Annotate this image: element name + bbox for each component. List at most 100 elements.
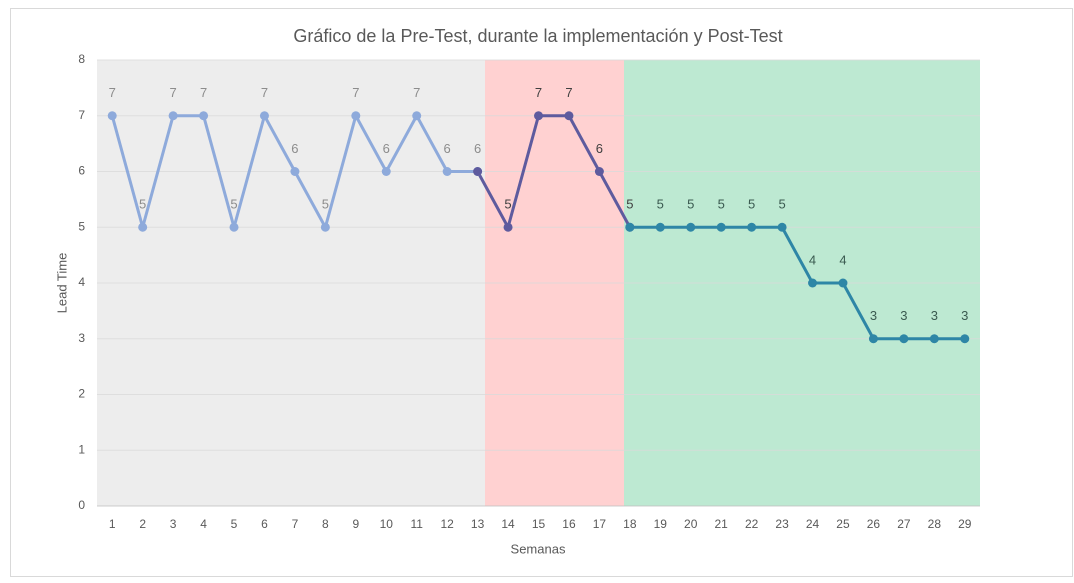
data-point [808, 278, 818, 288]
x-tick-label: 11 [410, 517, 423, 531]
data-label: 7 [352, 85, 359, 100]
data-label: 5 [778, 197, 785, 212]
y-axis-label: Lead Time [54, 253, 69, 314]
data-label: 5 [626, 197, 633, 212]
x-axis-label: Semanas [511, 541, 566, 556]
x-tick-label: 12 [440, 517, 454, 531]
data-label: 5 [139, 197, 146, 212]
x-tick-label: 3 [170, 517, 177, 531]
x-tick-label: 29 [958, 517, 972, 531]
x-tick-label: 21 [715, 517, 729, 531]
data-point [320, 222, 330, 232]
x-tick-label: 15 [532, 517, 546, 531]
data-point [351, 111, 361, 121]
y-tick-label: 0 [78, 498, 85, 512]
data-label: 7 [109, 85, 116, 100]
data-point [868, 334, 878, 344]
data-point [594, 167, 604, 176]
data-label: 4 [809, 252, 816, 267]
series-line [629, 225, 965, 341]
data-point [655, 222, 665, 232]
x-tick-label: 24 [806, 517, 820, 531]
y-tick-label: 1 [78, 442, 85, 456]
x-tick-label: 1 [109, 517, 116, 531]
data-point [747, 222, 757, 232]
data-label: 6 [291, 141, 298, 156]
y-tick-label: 3 [78, 331, 85, 345]
data-label: 7 [261, 85, 268, 100]
data-point [625, 222, 635, 232]
y-tick-label: 7 [78, 108, 85, 122]
data-label: 3 [931, 308, 938, 323]
data-point [564, 111, 574, 121]
data-point [503, 222, 513, 232]
x-tick-label: 9 [352, 517, 359, 531]
data-point [138, 222, 148, 232]
data-point [229, 222, 239, 232]
data-label: 5 [230, 197, 237, 212]
x-tick-label: 18 [623, 517, 637, 531]
data-point [534, 111, 543, 121]
x-tick-label: 17 [593, 517, 607, 531]
x-tick-label: 16 [562, 517, 576, 531]
data-point [473, 167, 483, 176]
x-tick-label: 13 [471, 517, 485, 531]
data-point [381, 167, 391, 176]
data-point [929, 334, 939, 344]
data-point [259, 111, 269, 121]
data-point [777, 222, 787, 232]
data-point [899, 334, 909, 344]
data-point [168, 111, 178, 121]
data-label: 5 [718, 197, 725, 212]
data-label: 4 [839, 252, 846, 267]
data-label: 5 [748, 197, 755, 212]
data-point [686, 222, 696, 232]
data-label: 7 [535, 85, 542, 100]
y-tick-label: 6 [78, 164, 85, 178]
data-label: 7 [170, 85, 177, 100]
data-point [442, 167, 452, 176]
data-label: 6 [383, 141, 390, 156]
x-tick-label: 2 [139, 517, 146, 531]
x-tick-label: 10 [380, 517, 394, 531]
x-tick-label: 19 [654, 517, 668, 531]
x-tick-label: 7 [292, 517, 299, 531]
series-line [476, 114, 632, 229]
y-tick-label: 5 [78, 219, 85, 233]
data-label: 5 [504, 197, 511, 212]
x-tick-label: 28 [928, 517, 942, 531]
data-label: 7 [413, 85, 420, 100]
x-tick-label: 8 [322, 517, 329, 531]
data-label: 7 [200, 85, 207, 100]
data-point [716, 222, 726, 232]
data-point [107, 111, 117, 121]
x-tick-label: 23 [775, 517, 789, 531]
y-tick-label: 2 [78, 387, 85, 401]
data-label: 7 [565, 85, 572, 100]
x-tick-label: 14 [501, 517, 515, 531]
data-label: 3 [870, 308, 877, 323]
data-point [960, 334, 970, 344]
data-label: 6 [444, 141, 451, 156]
chart-title: Gráfico de la Pre-Test, durante la imple… [293, 26, 782, 46]
data-label: 3 [961, 308, 968, 323]
y-tick-label: 4 [78, 275, 85, 289]
data-point [199, 111, 209, 121]
data-label: 5 [687, 197, 694, 212]
data-point [412, 111, 422, 121]
data-label: 5 [657, 197, 664, 212]
data-point [838, 278, 848, 288]
x-tick-label: 20 [684, 517, 698, 531]
data-label: 5 [322, 197, 329, 212]
x-tick-label: 4 [200, 517, 207, 531]
data-point [290, 167, 300, 176]
x-tick-label: 26 [867, 517, 881, 531]
x-tick-label: 25 [836, 517, 850, 531]
x-tick-label: 5 [231, 517, 238, 531]
x-tick-label: 6 [261, 517, 268, 531]
data-label: 6 [474, 141, 481, 156]
data-label: 3 [900, 308, 907, 323]
x-tick-label: 22 [745, 517, 759, 531]
y-tick-label: 8 [78, 52, 85, 66]
